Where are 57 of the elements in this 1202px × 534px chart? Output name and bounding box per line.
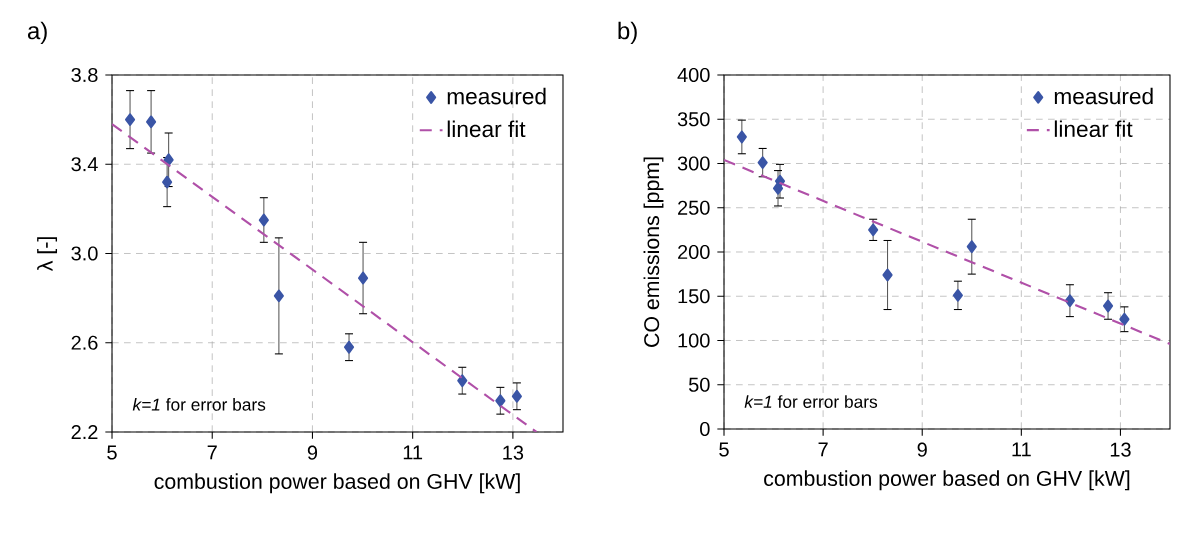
x-tick-label: 5 — [107, 445, 117, 460]
point — [736, 130, 747, 144]
y-tick-label: 2.6 — [71, 335, 98, 350]
point — [457, 374, 468, 388]
x-tick-label: 11 — [403, 445, 423, 460]
y-tick-label: 0 — [700, 421, 710, 437]
point — [162, 175, 173, 189]
point — [1064, 294, 1075, 308]
point — [868, 223, 879, 237]
point — [146, 115, 157, 129]
point — [163, 153, 174, 167]
x-tick-label: 9 — [917, 442, 927, 457]
point — [882, 268, 893, 282]
x-tick-label: 13 — [503, 445, 524, 460]
legend-label: measured — [1054, 87, 1153, 105]
point — [357, 271, 369, 285]
y-axis-title: CO emissions [ppm] — [643, 157, 664, 347]
x-tick-label: 7 — [207, 445, 217, 460]
y-tick-label: 350 — [677, 112, 710, 127]
point — [124, 113, 136, 127]
legend-label: linear fit — [447, 120, 526, 138]
y-tick-label: 200 — [678, 244, 710, 260]
point — [1102, 299, 1114, 313]
point — [273, 289, 284, 303]
y-tick-label: 150 — [678, 289, 710, 304]
x-axis-title: combustion power based on GHV [kW] — [154, 473, 520, 494]
x-tick-label: 13 — [1110, 442, 1131, 457]
legend-label: linear fit — [1054, 120, 1133, 138]
x-tick-label: 11 — [1012, 442, 1031, 457]
y-tick-label: 3.0 — [71, 246, 98, 261]
point — [343, 340, 355, 354]
point — [1119, 312, 1130, 326]
y-tick-label: 100 — [678, 333, 710, 348]
point — [772, 181, 784, 195]
point — [952, 288, 963, 302]
chart-title: b) — [618, 21, 637, 45]
y-tick-label: 3.8 — [71, 67, 98, 83]
point — [966, 240, 977, 254]
point — [258, 213, 269, 227]
point — [511, 389, 522, 403]
annotation: k=1 for error bars — [132, 398, 266, 411]
chart-title: a) — [27, 21, 47, 45]
x-tick-label: 7 — [818, 442, 828, 457]
y-tick-label: 50 — [688, 377, 710, 392]
y-tick-label: 250 — [678, 200, 710, 215]
y-tick-label: 2.2 — [71, 425, 98, 439]
annotation: k=1 for error bars — [744, 395, 878, 408]
x-tick-label: 9 — [307, 445, 318, 460]
legend-label: measured — [447, 87, 546, 105]
y-axis-title: λ [-] — [37, 237, 58, 272]
point — [757, 156, 768, 170]
x-tick-label: 5 — [719, 442, 729, 457]
y-tick-label: 300 — [677, 156, 710, 171]
y-tick-label: 400 — [677, 67, 710, 83]
x-axis-title: combustion power based on GHV [kW] — [764, 470, 1130, 491]
y-tick-label: 3.4 — [71, 157, 98, 172]
point — [495, 394, 506, 408]
